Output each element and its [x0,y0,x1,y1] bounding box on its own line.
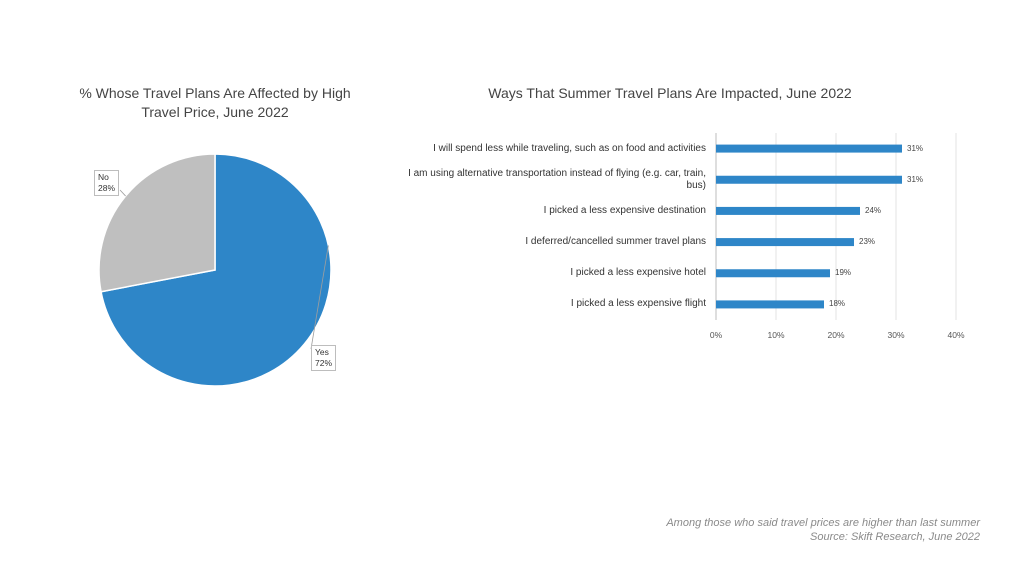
category-label: I picked a less expensive destination [543,204,706,216]
bar-2 [716,175,902,184]
bar-value-label: 31% [907,143,924,153]
x-tick-label: 30% [887,330,905,340]
footnote-source: Source: Skift Research, June 2022 [810,531,980,543]
pie-label-value: 72% [315,358,333,368]
footnote-note: Among those who said travel prices are h… [666,517,980,529]
bar-value-label: 18% [829,299,846,309]
category-label: I am using alternative transportation in… [408,167,706,191]
pie-label-name: No [98,172,109,182]
x-tick-label: 40% [947,330,965,340]
x-tick-label: 10% [767,330,785,340]
pie-label-value: 28% [98,183,116,193]
pie-slice-yes [100,153,332,387]
bar-chart-title: Ways That Summer Travel Plans Are Impact… [488,85,852,101]
pie-leader-line-no [119,189,126,197]
bar-3 [716,206,860,215]
pie-label-name: Yes [315,347,329,357]
pie-label-yes: Yes 72% [311,345,337,371]
x-tick-label: 20% [827,330,845,340]
pie-leader-line-yes [310,245,329,350]
bar-value-label: 31% [907,174,924,184]
category-label: I will spend less while traveling, such … [433,142,706,154]
category-label: I deferred/cancelled summer travel plans [525,236,706,248]
bar-6 [716,300,824,309]
x-tick-label: 0% [709,330,723,340]
bar-value-label: 19% [835,268,852,278]
pie-slice-no [98,153,216,293]
pie-label-no: No 28% [94,170,120,196]
bar-1 [716,144,902,153]
pie-chart-title: % Whose Travel Plans Are Affected by Hig… [79,85,351,120]
category-label: I picked a less expensive flight [570,298,706,310]
category-label: I picked a less expensive hotel [570,267,706,279]
bar-value-label: 24% [865,205,882,215]
bar-5 [716,269,830,278]
bar-4 [716,238,854,247]
bar-value-label: 23% [859,237,876,247]
